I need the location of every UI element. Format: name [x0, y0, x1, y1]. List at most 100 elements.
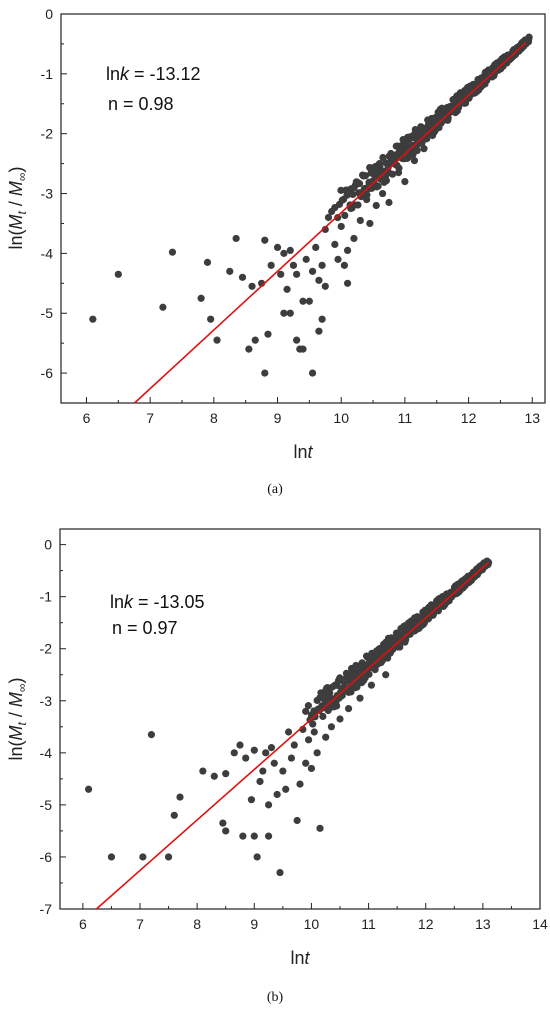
data-point: [253, 853, 261, 861]
x-axis-b: 6 7 8 9 10 11 12 13 14: [79, 903, 548, 932]
data-point: [308, 267, 317, 275]
data-point: [363, 195, 371, 204]
y-axis-a: 0 -1 -2 -3 -4 -5 -6: [41, 6, 67, 404]
x-tick-label: 13: [475, 916, 491, 932]
y-tick-label: -2: [40, 641, 53, 657]
x-axis-a: 6 7 8 9 10 11 12 13: [83, 397, 540, 426]
data-point: [282, 785, 290, 793]
data-point: [251, 336, 259, 344]
data-point: [289, 261, 298, 269]
x-tick-label: 6: [79, 916, 87, 932]
data-point: [379, 189, 387, 198]
data-point: [372, 201, 380, 210]
data-point: [525, 33, 533, 41]
data-point: [89, 315, 97, 323]
y-tick-label: -6: [40, 849, 53, 865]
data-point: [261, 369, 269, 377]
data-point: [222, 770, 230, 778]
data-point: [410, 157, 419, 165]
y-tick-label: -3: [41, 186, 54, 202]
data-point: [350, 183, 358, 192]
data-point: [264, 832, 273, 840]
data-point: [343, 279, 352, 287]
data-point: [273, 243, 282, 251]
data-point: [159, 303, 167, 311]
plot-frame-a: [60, 13, 546, 404]
data-point: [176, 793, 184, 801]
x-tick-label: 12: [418, 916, 434, 932]
data-point: [286, 246, 294, 254]
data-point: [293, 816, 301, 825]
data-point: [248, 282, 256, 290]
data-point: [388, 170, 397, 178]
data-point: [305, 297, 313, 305]
data-point: [313, 749, 321, 757]
data-point: [331, 240, 339, 249]
data-point: [388, 157, 396, 165]
data-point: [356, 694, 364, 702]
x-tick-label: 10: [304, 916, 320, 932]
data-point: [322, 733, 330, 741]
data-point: [299, 345, 307, 353]
data-point: [164, 853, 173, 861]
data-point: [250, 832, 258, 840]
data-point: [354, 201, 362, 209]
data-point: [168, 248, 177, 256]
lnk-annotation-b: lnk = -13.05: [110, 592, 205, 612]
data-point: [280, 309, 288, 317]
data-point: [340, 261, 348, 269]
data-point: [262, 749, 270, 757]
y-tick-label: -4: [41, 245, 54, 261]
y-tick-label: -7: [40, 901, 53, 917]
data-point: [242, 754, 250, 762]
plot-frame-b: [59, 528, 541, 910]
data-point: [219, 819, 227, 827]
data-point: [273, 790, 281, 799]
data-point: [350, 234, 358, 243]
data-point: [247, 796, 256, 804]
y-tick-label: -4: [40, 745, 53, 761]
data-point: [290, 741, 298, 749]
data-point: [296, 780, 304, 788]
data-point: [267, 261, 275, 269]
data-point: [342, 686, 350, 694]
data-point: [302, 707, 310, 715]
y-tick-label: -2: [41, 126, 54, 142]
data-point: [334, 213, 342, 222]
y-tick-label: -1: [40, 589, 53, 605]
chart-panel-b: 6 7 8 9 10 11 12 13 14 0 -1 -2 -3 -4 -5 -6 -7 lnk = -13…: [6, 528, 548, 1005]
x-tick-label: 10: [333, 410, 349, 426]
data-point: [375, 160, 384, 168]
data-point: [261, 236, 269, 244]
data-point: [328, 207, 336, 216]
data-point: [287, 754, 296, 762]
panel-caption-b: (b): [267, 990, 284, 1005]
data-point: [84, 785, 93, 793]
y-tick-label: -6: [41, 365, 54, 381]
y-tick-label: -1: [41, 66, 54, 82]
data-point: [114, 270, 122, 278]
data-point: [304, 736, 313, 744]
x-tick-label: 8: [193, 916, 201, 932]
data-point: [398, 148, 406, 156]
data-point: [385, 198, 393, 207]
data-point: [326, 689, 334, 697]
data-point: [316, 824, 324, 832]
data-point: [413, 146, 421, 155]
x-tick-label: 7: [146, 410, 154, 426]
data-point: [232, 234, 240, 243]
data-point: [286, 309, 294, 317]
data-point: [355, 180, 364, 188]
data-point: [280, 249, 288, 257]
data-point: [250, 746, 258, 754]
y-axis-title-a: ln(Mt / M∞): [6, 167, 29, 250]
data-point: [318, 315, 326, 323]
data-point: [337, 222, 345, 231]
data-point: [230, 749, 238, 757]
data-point: [321, 225, 329, 234]
data-point: [321, 282, 329, 290]
data-point: [283, 285, 291, 293]
data-point: [341, 211, 349, 220]
n-annotation-b: n = 0.97: [112, 618, 178, 638]
data-point: [312, 243, 320, 251]
